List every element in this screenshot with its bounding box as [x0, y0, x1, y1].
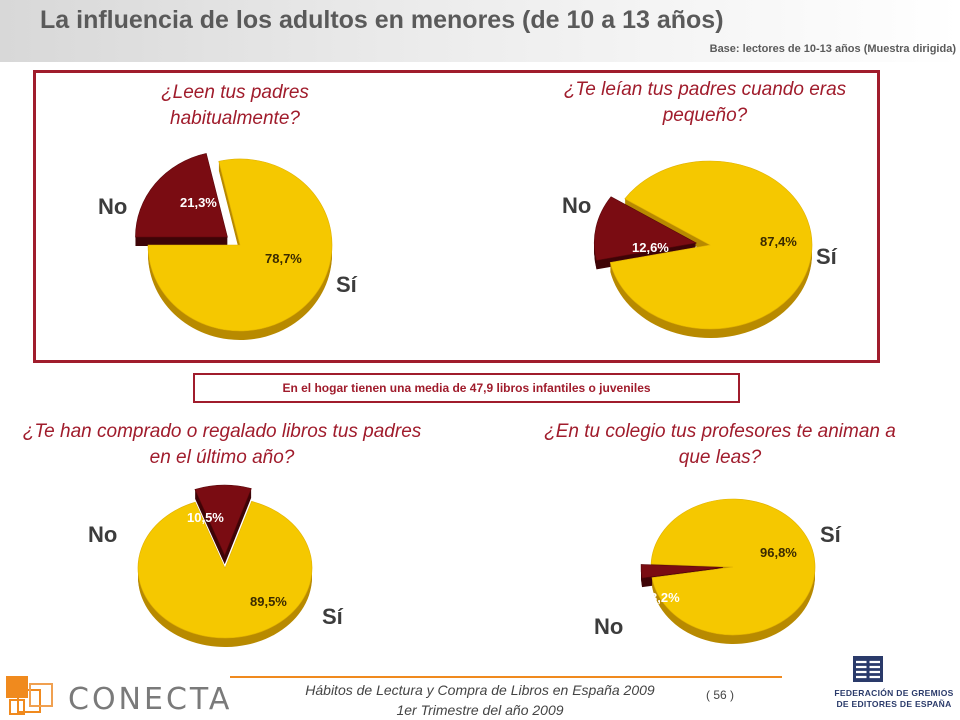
chart-2-title: ¿Te leían tus padres cuando eras pequeño… [563, 79, 847, 126]
chart-4-slice-no [640, 564, 724, 579]
chart-1-label-si: Sí [336, 272, 357, 297]
chart-3-slice-si [137, 500, 313, 639]
chart-3-value-no: 10,5% [187, 510, 224, 525]
conecta-logo-icon [6, 676, 53, 715]
federacion-wordmark: FEDERACIÓN DE GREMIOS DE EDITORES DE ESP… [834, 688, 954, 710]
page-title: La influencia de los adultos en menores … [40, 6, 724, 34]
chart-4-value-no: 3,2% [650, 590, 680, 605]
books-note: En el hogar tienen una media de 47,9 lib… [193, 373, 740, 403]
footer-divider [230, 676, 782, 678]
chart-2-value-no: 12,6% [632, 240, 669, 255]
federacion-logo-icon [853, 656, 883, 682]
chart-4-pie: 96,8% 3,2% [640, 498, 816, 644]
chart-3-pie: 89,5% 10,5% [137, 484, 313, 648]
footer-period: 1er Trimestre del año 2009 [396, 702, 564, 719]
chart-2-value-si: 87,4% [760, 234, 797, 249]
footer-caption: Hábitos de Lectura y Compra de Libros en… [270, 680, 690, 720]
chart-3-value-si: 89,5% [250, 594, 287, 609]
federacion-line-2: DE EDITORES DE ESPAÑA [836, 699, 952, 710]
chart-4-value-si: 96,8% [760, 545, 797, 560]
chart-2-slice-no [593, 196, 698, 261]
chart-4-label-no: No [594, 614, 624, 639]
federacion-line-1: FEDERACIÓN DE GREMIOS [834, 688, 954, 698]
chart-1-slice-no [135, 153, 228, 238]
chart-1-value-no: 21,3% [180, 195, 217, 210]
chart-1-title: ¿Leen tus padres habitualmente? [161, 82, 309, 129]
chart-1-label-no: No [98, 194, 128, 219]
conecta-wordmark: CONECTA [68, 682, 233, 717]
chart-2-slice-si [609, 160, 813, 330]
top-charts-frame [33, 70, 880, 363]
chart-3-label-si: Sí [322, 604, 343, 629]
chart-2-label-si: Sí [816, 244, 837, 269]
chart-2-label-no: No [562, 193, 592, 218]
chart-1-slice-si [147, 158, 333, 332]
chart-1-value-si: 78,7% [265, 251, 302, 266]
title-bar: La influencia de los adultos en menores … [0, 0, 960, 62]
sample-base: Base: lectores de 10-13 años (Muestra di… [709, 43, 956, 55]
chart-4-slice-si [650, 498, 816, 636]
chart-3-title: ¿Te han comprado o regalado libros tus p… [22, 421, 422, 468]
chart-4-label-si: Sí [820, 522, 841, 547]
chart-4-title: ¿En tu colegio tus profesores te animan … [544, 421, 896, 468]
chart-3-slice-no [194, 484, 252, 556]
page-number: ( 56 ) [706, 688, 735, 702]
chart-3-label-no: No [88, 522, 118, 547]
chart-2-pie: 87,4% 12,6% [593, 160, 813, 338]
footer-report-title: Hábitos de Lectura y Compra de Libros en… [305, 682, 655, 698]
chart-1-pie: 78,7% 21,3% [135, 153, 333, 340]
